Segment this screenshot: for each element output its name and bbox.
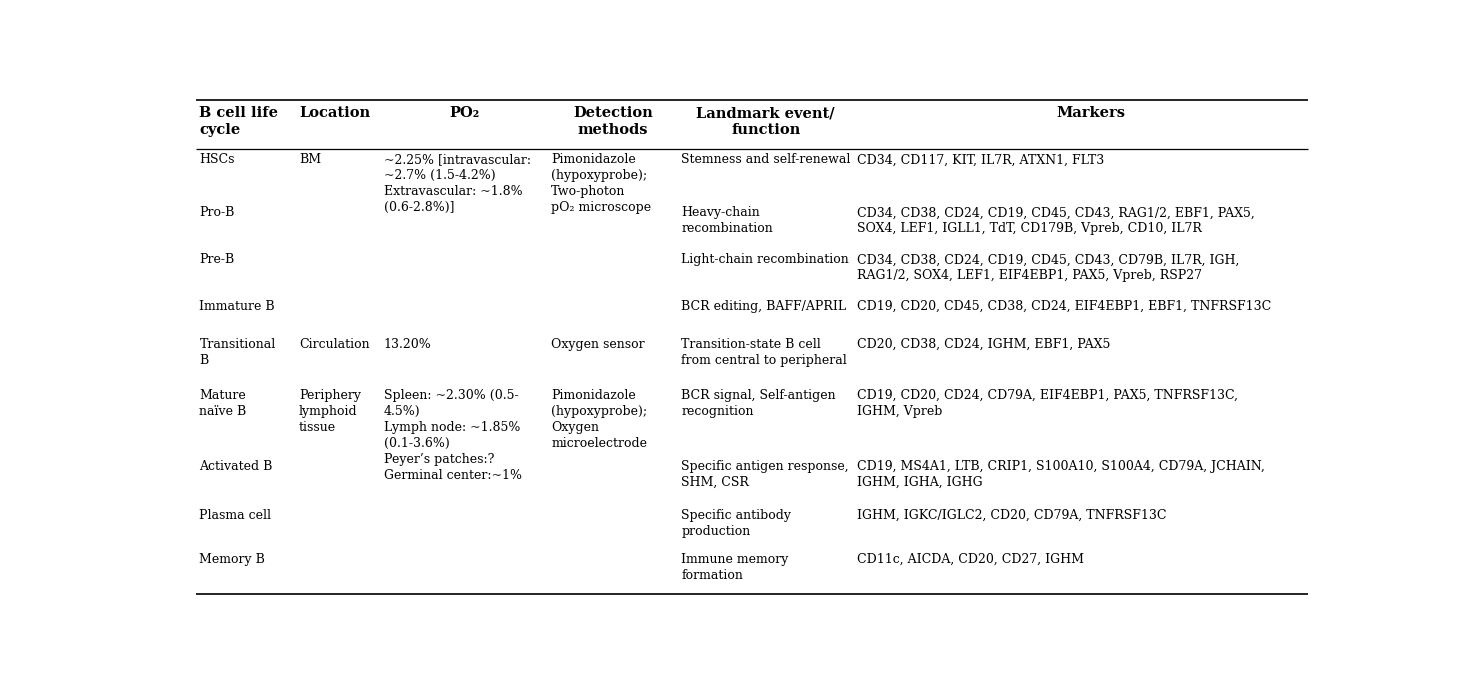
Text: HSCs: HSCs — [200, 153, 235, 166]
Text: Immune memory
formation: Immune memory formation — [682, 553, 788, 582]
Text: IGHM, IGKC/IGLC2, CD20, CD79A, TNFRSF13C: IGHM, IGKC/IGLC2, CD20, CD79A, TNFRSF13C — [857, 509, 1167, 522]
Text: Stemness and self-renewal: Stemness and self-renewal — [682, 153, 851, 166]
Text: 13.20%: 13.20% — [384, 338, 432, 351]
Text: CD11c, AICDA, CD20, CD27, IGHM: CD11c, AICDA, CD20, CD27, IGHM — [857, 553, 1083, 566]
Text: Transitional
B: Transitional B — [200, 338, 276, 367]
Text: ~2.25% [intravascular:
~2.7% (1.5-4.2%)
Extravascular: ~1.8%
(0.6-2.8%)]: ~2.25% [intravascular: ~2.7% (1.5-4.2%) … — [384, 153, 531, 214]
Text: Pimonidazole
(hypoxyprobe);
Oxygen
microelectrode: Pimonidazole (hypoxyprobe); Oxygen micro… — [552, 389, 647, 450]
Text: BM: BM — [299, 153, 321, 166]
Text: B cell life
cycle: B cell life cycle — [200, 106, 279, 137]
Text: Detection
methods: Detection methods — [574, 106, 653, 137]
Text: Periphery
lymphoid
tissue: Periphery lymphoid tissue — [299, 389, 361, 434]
Text: CD20, CD38, CD24, IGHM, EBF1, PAX5: CD20, CD38, CD24, IGHM, EBF1, PAX5 — [857, 338, 1110, 351]
Text: Landmark event/
function: Landmark event/ function — [696, 106, 835, 137]
Text: Specific antibody
production: Specific antibody production — [682, 509, 791, 537]
Text: Mature
naïve B: Mature naïve B — [200, 389, 247, 418]
Text: Heavy-chain
recombination: Heavy-chain recombination — [682, 207, 774, 235]
Text: CD34, CD38, CD24, CD19, CD45, CD43, RAG1/2, EBF1, PAX5,
SOX4, LEF1, IGLL1, TdT, : CD34, CD38, CD24, CD19, CD45, CD43, RAG1… — [857, 207, 1254, 235]
Text: Immature B: Immature B — [200, 299, 274, 312]
Text: CD19, CD20, CD24, CD79A, EIF4EBP1, PAX5, TNFRSF13C,
IGHM, Vpreb: CD19, CD20, CD24, CD79A, EIF4EBP1, PAX5,… — [857, 389, 1238, 418]
Text: CD19, CD20, CD45, CD38, CD24, EIF4EBP1, EBF1, TNFRSF13C: CD19, CD20, CD45, CD38, CD24, EIF4EBP1, … — [857, 299, 1272, 312]
Text: Memory B: Memory B — [200, 553, 266, 566]
Text: Transition-state B cell
from central to peripheral: Transition-state B cell from central to … — [682, 338, 847, 367]
Text: Pimonidazole
(hypoxyprobe);
Two-photon
pO₂ microscope: Pimonidazole (hypoxyprobe); Two-photon p… — [552, 153, 651, 214]
Text: CD34, CD117, KIT, IL7R, ATXN1, FLT3: CD34, CD117, KIT, IL7R, ATXN1, FLT3 — [857, 153, 1104, 166]
Text: PO₂: PO₂ — [450, 106, 479, 120]
Text: Oxygen sensor: Oxygen sensor — [552, 338, 645, 351]
Text: Pre-B: Pre-B — [200, 253, 235, 266]
Text: Activated B: Activated B — [200, 460, 273, 473]
Text: BCR editing, BAFF/APRIL: BCR editing, BAFF/APRIL — [682, 299, 847, 312]
Text: CD34, CD38, CD24, CD19, CD45, CD43, CD79B, IL7R, IGH,
RAG1/2, SOX4, LEF1, EIF4EB: CD34, CD38, CD24, CD19, CD45, CD43, CD79… — [857, 253, 1240, 282]
Text: CD19, MS4A1, LTB, CRIP1, S100A10, S100A4, CD79A, JCHAIN,
IGHM, IGHA, IGHG: CD19, MS4A1, LTB, CRIP1, S100A10, S100A4… — [857, 460, 1264, 489]
Text: Spleen: ~2.30% (0.5-
4.5%)
Lymph node: ~1.85%
(0.1-3.6%)
Peyer’s patches:?
Germi: Spleen: ~2.30% (0.5- 4.5%) Lymph node: ~… — [384, 389, 521, 482]
Text: Circulation: Circulation — [299, 338, 369, 351]
Text: Markers: Markers — [1056, 106, 1126, 120]
Text: BCR signal, Self-antigen
recognition: BCR signal, Self-antigen recognition — [682, 389, 837, 418]
Text: Plasma cell: Plasma cell — [200, 509, 272, 522]
Text: Pro-B: Pro-B — [200, 207, 235, 220]
Text: Light-chain recombination: Light-chain recombination — [682, 253, 850, 266]
Text: Location: Location — [299, 106, 371, 120]
Text: Specific antigen response,
SHM, CSR: Specific antigen response, SHM, CSR — [682, 460, 850, 489]
